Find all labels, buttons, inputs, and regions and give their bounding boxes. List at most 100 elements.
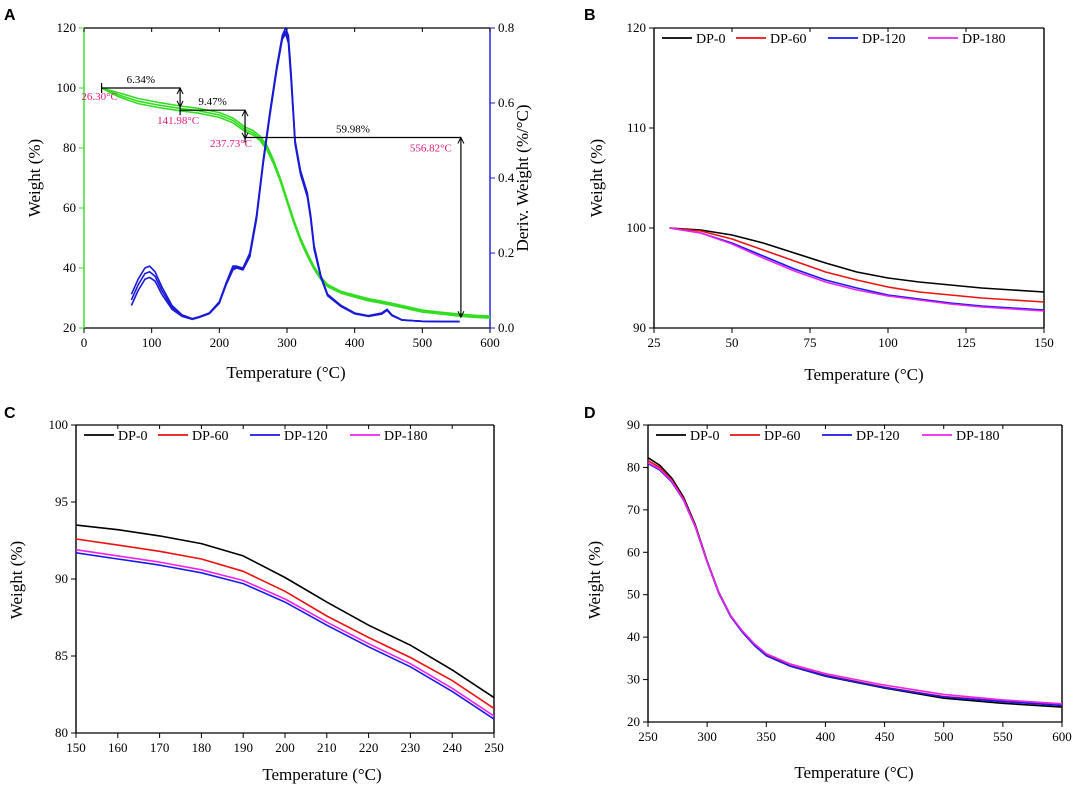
panel-a-ytick-label: 80: [63, 140, 76, 155]
panel-d-plot: 250 300 350 400 450 500 550 600 20 30 40 50 60 70 80 90…: [627, 417, 1072, 744]
panel-c-xtick-label: 240: [442, 740, 462, 755]
panel-c-series-dp-60: [75, 538, 495, 710]
panel-d-ytick-label: 30: [627, 672, 640, 687]
panel-c-ytick-label: 80: [55, 725, 68, 740]
panel-a-temp-label: 556.82°C: [410, 143, 452, 155]
panel-c-xtick-label: 160: [108, 740, 128, 755]
panel-a-ytick-label: 100: [57, 80, 77, 95]
panel-d-xtick-label: 400: [816, 729, 836, 744]
panel-label-c: C: [4, 405, 16, 422]
panel-d-series-dp-0: [647, 457, 1063, 708]
panel-d-ytick-label: 70: [627, 502, 640, 517]
panel-d-xtick-label: 450: [875, 729, 895, 744]
panel-d-series-dp-60: [647, 459, 1063, 706]
panel-a-temp-label: 237.73°C: [210, 138, 252, 150]
panel-label-d: D: [584, 405, 596, 422]
panel-a-y2tick-label: 0.0: [498, 320, 514, 335]
panel-b-series-dp-0: [669, 227, 1045, 293]
panel-b-series-dp-180: [669, 227, 1045, 312]
panel-b-legend-label: DP-120: [862, 32, 906, 47]
panel-c-series-dp-180: [75, 548, 495, 717]
panel-c-ytick-label: 95: [55, 494, 68, 509]
panel-a-series-deriv-2: [130, 30, 460, 323]
panel-a-y2tick-label: 0.2: [498, 245, 514, 260]
panel-c-xtick-label: 220: [359, 740, 379, 755]
panel-d-legend-label: DP-0: [690, 429, 720, 444]
panel-c-legend-label: DP-180: [384, 429, 428, 444]
panel-c-ylabel: Weight (%): [7, 541, 26, 619]
panel-a-y2tick-label: 0.8: [498, 20, 514, 35]
panel-d-legend-label: DP-120: [856, 429, 900, 444]
panel-a-xtick-label: 0: [81, 335, 88, 350]
panel-b-series-dp-60: [669, 227, 1045, 303]
panel-a-step-label: 9.47%: [198, 96, 226, 108]
panel-a-y2tick-label: 0.6: [498, 95, 515, 110]
panel-d-ytick-label: 60: [627, 544, 640, 559]
panel-b-ytick-label: 90: [633, 320, 646, 335]
panel-b-ytick-label: 100: [627, 220, 647, 235]
panel-b-ylabel: Weight (%): [587, 139, 606, 217]
panel-c-legend-label: DP-120: [284, 429, 328, 444]
panel-b-legend-label: DP-0: [696, 32, 726, 47]
panel-d-legend-label: DP-60: [764, 429, 801, 444]
panel-d-xtick-label: 350: [757, 729, 777, 744]
panel-c-ytick-label: 100: [49, 417, 69, 432]
panel-b-xlabel: Temperature (°C): [804, 365, 923, 384]
panel-c-ytick-label: 90: [55, 571, 68, 586]
panel-b-xtick-label: 150: [1034, 335, 1054, 350]
panel-a-step-label: 59.98%: [336, 124, 370, 136]
panel-a-step-arrow-up: [457, 136, 465, 144]
panel-a-ytick-label: 40: [63, 260, 76, 275]
panel-a-plot: 0 100 200 300 400 500 600 20 40 60 80 100 120 0.0 0.2 0…: [57, 20, 515, 350]
panel-a-step-arrow-up: [241, 109, 249, 117]
panel-d-xtick-label: 300: [697, 729, 717, 744]
panel-a-series-deriv-1: [130, 27, 460, 323]
panel-c-xtick-label: 200: [275, 740, 295, 755]
panel-c-series-dp-120: [75, 552, 495, 720]
panel-c-xtick-label: 180: [192, 740, 212, 755]
panel-b-series-dp-120: [669, 227, 1045, 311]
panel-c-xtick-label: 210: [317, 740, 337, 755]
panel-c-legend-label: DP-60: [192, 429, 229, 444]
panel-a-y2tick-label: 0.4: [498, 170, 515, 185]
panel-b-xtick-label: 75: [804, 335, 817, 350]
panel-b-legend-label: DP-180: [962, 32, 1006, 47]
panel-a-xtick-label: 600: [480, 335, 500, 350]
panel-a-temp-label: 26.30°C: [81, 91, 118, 103]
panel-d-xtick-label: 500: [934, 729, 954, 744]
panel-a-xtick-label: 200: [210, 335, 230, 350]
panel-c-xtick-label: 150: [66, 740, 86, 755]
panel-a-xtick-label: 500: [413, 335, 433, 350]
panel-b-ytick-label: 120: [627, 20, 647, 35]
panel-c-xtick-label: 230: [401, 740, 421, 755]
panel-a-step-label: 6.34%: [127, 74, 155, 86]
panel-a-ytick-label: 120: [57, 20, 77, 35]
panel-d-xtick-label: 250: [638, 729, 658, 744]
panel-a-temp-label: 141.98°C: [157, 115, 199, 127]
panel-c-plot: 150 160 170 180 190 200 210 220 230 240 250 80 85 90 9…: [49, 417, 504, 755]
panel-b-xtick-label: 25: [648, 335, 661, 350]
panel-a-y2label: Deriv. Weight (%/°C): [513, 104, 532, 251]
panel-d-ytick-label: 90: [627, 417, 640, 432]
panel-a-step-arrow-up: [176, 86, 184, 95]
panel-a-xlabel: Temperature (°C): [226, 363, 345, 382]
panel-a-series-deriv-3: [130, 32, 460, 323]
panel-c-xtick-label: 170: [150, 740, 170, 755]
panel-b-plot: 25 50 75 100 125 150 90 100 110 120 DP-0 DP-60 DP-12…: [627, 20, 1054, 350]
panel-b-legend-label: DP-60: [770, 32, 807, 47]
panel-a-ytick-label: 60: [63, 200, 76, 215]
panel-d-xtick-label: 600: [1052, 729, 1072, 744]
panel-d-xtick-label: 550: [993, 729, 1013, 744]
panel-c-xlabel: Temperature (°C): [262, 765, 381, 784]
panel-d-series-dp-120: [647, 462, 1063, 707]
panel-d-legend-label: DP-180: [956, 429, 1000, 444]
panel-a-xtick-label: 400: [345, 335, 365, 350]
panel-a-series-weight-c: [101, 87, 491, 319]
panel-b-xtick-label: 125: [956, 335, 976, 350]
panel-d-ytick-label: 40: [627, 629, 640, 644]
panel-c-xtick-label: 190: [233, 740, 253, 755]
panel-c-xtick-label: 250: [484, 740, 504, 755]
panel-b-xtick-label: 50: [726, 335, 739, 350]
panel-d-ytick-label: 80: [627, 459, 640, 474]
